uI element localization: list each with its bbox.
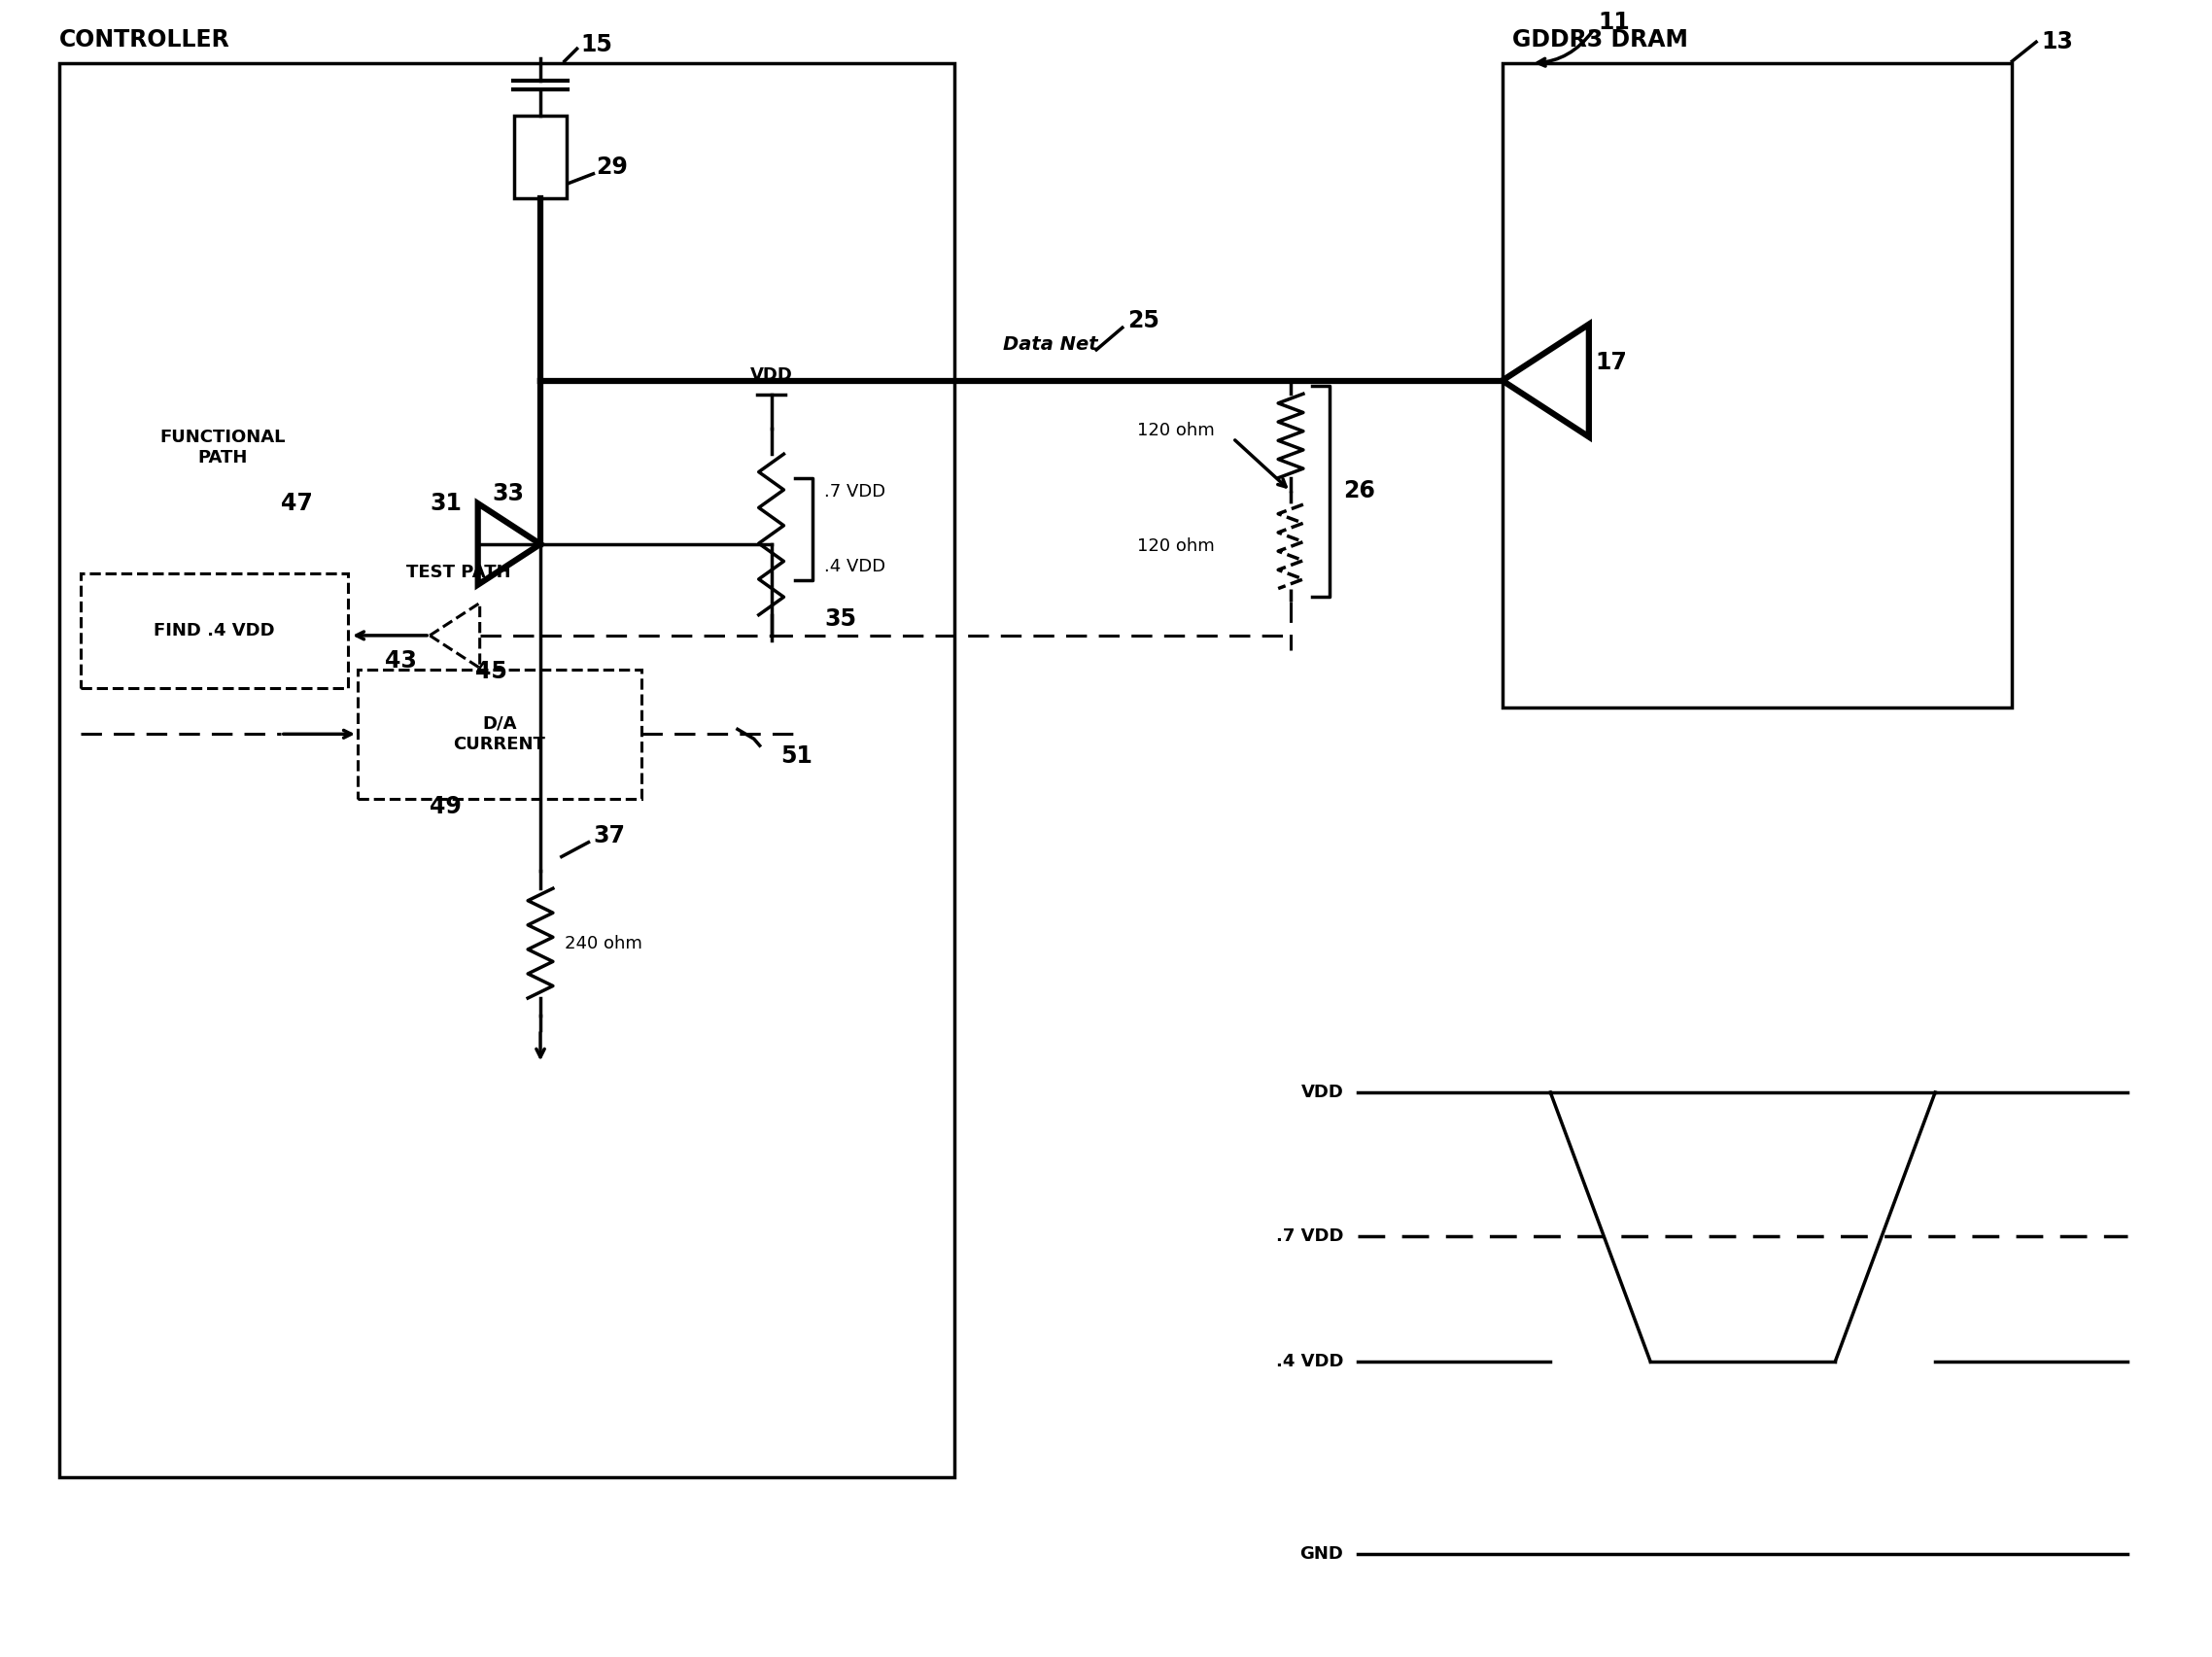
Text: 47: 47	[281, 492, 312, 515]
Text: 51: 51	[781, 744, 812, 767]
Text: 240 ohm: 240 ohm	[564, 935, 641, 953]
Text: .7 VDD: .7 VDD	[1276, 1228, 1343, 1246]
Text: 120 ohm: 120 ohm	[1137, 539, 1214, 555]
Text: CONTROLLER: CONTROLLER	[60, 28, 230, 51]
Text: 15: 15	[582, 33, 613, 56]
Text: 31: 31	[429, 492, 462, 515]
Text: TEST PATH: TEST PATH	[407, 563, 511, 582]
Bar	[513, 116, 566, 197]
Text: .7 VDD: .7 VDD	[825, 484, 885, 500]
Text: D/A
CURRENT: D/A CURRENT	[453, 716, 546, 752]
Text: 37: 37	[593, 824, 626, 847]
Bar	[1502, 63, 2013, 708]
Text: 25: 25	[1128, 310, 1159, 333]
Text: 33: 33	[493, 482, 524, 505]
Text: .4 VDD: .4 VDD	[1276, 1354, 1343, 1370]
Text: GND: GND	[1301, 1546, 1343, 1563]
Text: Data Net: Data Net	[1002, 335, 1097, 353]
Text: .4 VDD: .4 VDD	[825, 557, 885, 575]
Text: VDD: VDD	[750, 366, 792, 383]
Text: 29: 29	[597, 156, 628, 179]
Bar	[80, 573, 347, 688]
Text: 26: 26	[1343, 479, 1376, 502]
Text: 49: 49	[429, 795, 462, 819]
Text: 11: 11	[1599, 12, 1630, 35]
Text: GDDR3 DRAM: GDDR3 DRAM	[1513, 28, 1688, 51]
Text: 43: 43	[385, 650, 416, 673]
Text: FIND .4 VDD: FIND .4 VDD	[155, 621, 274, 640]
Text: FUNCTIONAL
PATH: FUNCTIONAL PATH	[159, 429, 285, 467]
Text: 17: 17	[1595, 351, 1628, 374]
Text: 45: 45	[476, 659, 507, 684]
Text: VDD: VDD	[1301, 1084, 1343, 1102]
Text: 120 ohm: 120 ohm	[1137, 421, 1214, 439]
Text: 13: 13	[2042, 30, 2073, 53]
Text: 35: 35	[825, 608, 856, 631]
Bar	[358, 669, 641, 799]
Bar	[60, 63, 953, 1476]
